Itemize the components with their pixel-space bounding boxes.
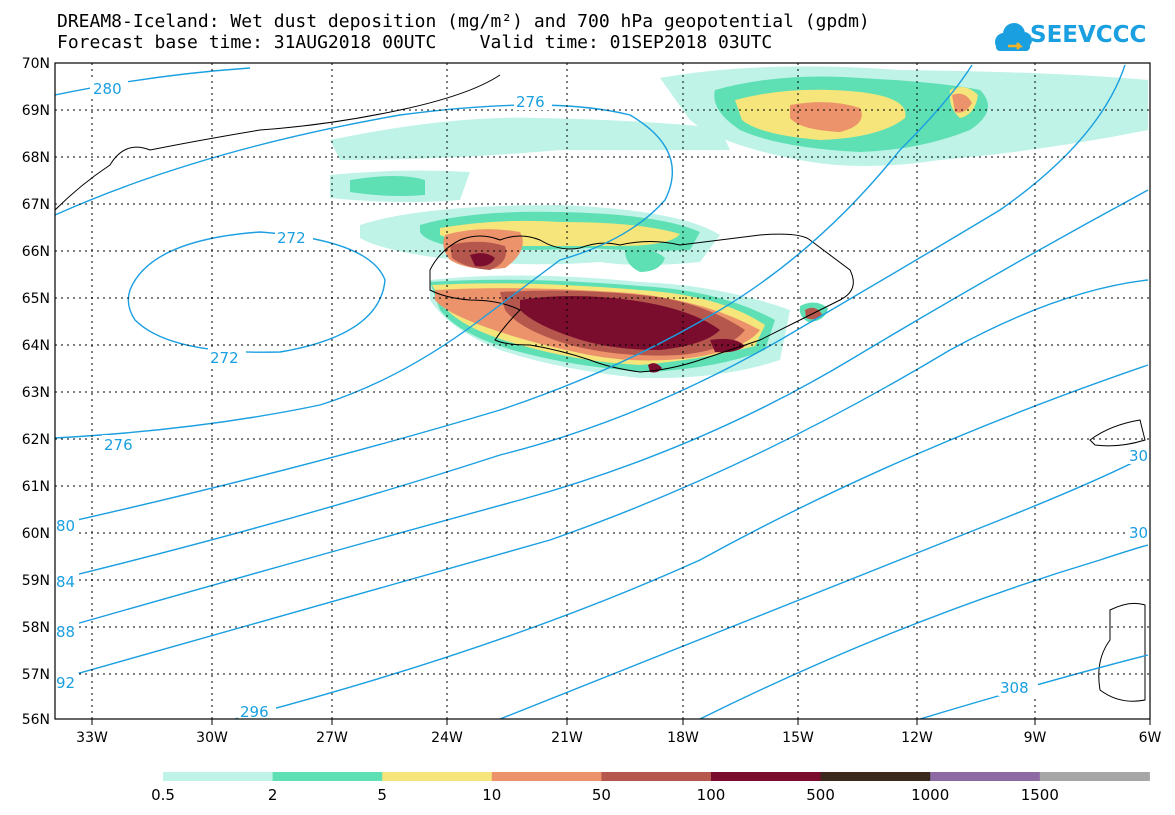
map-title-line1: DREAM8-Iceland: Wet dust deposition (mg/… xyxy=(57,11,870,32)
lat-label: 68N xyxy=(22,150,50,166)
contour-label: 92 xyxy=(56,674,75,692)
colorbar-label: 5 xyxy=(377,786,387,804)
contour-label: 276 xyxy=(516,93,545,111)
lat-label: 61N xyxy=(22,479,50,495)
logo-text: SEEVCCC xyxy=(1030,22,1147,48)
map-title-line2: Forecast base time: 31AUG2018 00UTC Vali… xyxy=(57,32,773,53)
lat-label: 70N xyxy=(22,56,50,72)
contour-label: 30 xyxy=(1129,524,1148,542)
lon-label: 27W xyxy=(316,730,348,746)
contour-label: 276 xyxy=(104,436,133,454)
lon-label: 12W xyxy=(901,730,933,746)
colorbar-label: 1500 xyxy=(1021,786,1059,804)
lon-label: 24W xyxy=(431,730,463,746)
longitude-labels: 33W 30W 27W 24W 21W 18W 15W 12W 9W 6W xyxy=(76,730,1161,746)
lat-label: 65N xyxy=(22,291,50,307)
lon-label: 6W xyxy=(1139,730,1162,746)
lat-label: 62N xyxy=(22,432,50,448)
contour-label: 84 xyxy=(56,573,75,591)
lon-label: 21W xyxy=(551,730,583,746)
lat-label: 60N xyxy=(22,526,50,542)
lat-label: 57N xyxy=(22,667,50,683)
contour-labels: 280 276 272 272 276 80 84 88 92 296 30 3… xyxy=(55,79,1150,721)
cloud-logo-icon xyxy=(995,23,1032,51)
lat-label: 63N xyxy=(22,385,50,401)
contour-label: 272 xyxy=(210,349,239,367)
colorbar-label: 1000 xyxy=(911,786,949,804)
colorbar-label: 2 xyxy=(268,786,278,804)
lat-label: 64N xyxy=(22,338,50,354)
lat-label: 59N xyxy=(22,573,50,589)
colorbar-label: 500 xyxy=(806,786,835,804)
colorbar-swatch xyxy=(272,772,383,781)
lon-label: 9W xyxy=(1024,730,1047,746)
colorbar-swatch xyxy=(711,772,822,781)
lat-label: 56N xyxy=(22,712,50,728)
colorbar-swatch xyxy=(382,772,493,781)
contour-label: 272 xyxy=(277,229,306,247)
lon-label: 15W xyxy=(782,730,814,746)
contour-label: 88 xyxy=(56,623,75,641)
coastlines xyxy=(55,74,1146,702)
colorbar-label: 50 xyxy=(592,786,611,804)
lat-label: 67N xyxy=(22,197,50,213)
colorbar-label: 0.5 xyxy=(151,786,175,804)
axis-ticks xyxy=(91,719,1151,725)
plot-area xyxy=(55,63,1150,719)
plot-frame xyxy=(54,62,1151,720)
colorbar-label: 100 xyxy=(697,786,726,804)
colorbar-swatch xyxy=(163,772,274,781)
lat-label: 66N xyxy=(22,244,50,260)
colorbar-swatch xyxy=(930,772,1041,781)
colorbar-swatch xyxy=(491,772,602,781)
contour-label: 30 xyxy=(1129,447,1148,465)
dust-deposition-shading xyxy=(330,66,1148,379)
contour-label: 280 xyxy=(93,80,122,98)
map-grid xyxy=(55,63,1150,719)
latitude-labels: 70N 69N 68N 67N 66N 65N 64N 63N 62N 61N … xyxy=(22,56,50,728)
lon-label: 33W xyxy=(76,730,108,746)
lat-label: 69N xyxy=(22,103,50,119)
colorbar-swatch xyxy=(601,772,712,781)
colorbar-swatch xyxy=(1039,772,1150,781)
lon-label: 18W xyxy=(667,730,699,746)
contour-label: 80 xyxy=(56,517,75,535)
colorbar-label: 10 xyxy=(482,786,501,804)
lon-label: 30W xyxy=(196,730,228,746)
contour-label: 296 xyxy=(240,703,269,721)
lat-label: 58N xyxy=(22,620,50,636)
colorbar: 0.5 2 5 10 50 100 500 1000 1500 xyxy=(151,772,1150,804)
contour-label: 308 xyxy=(1000,679,1029,697)
colorbar-swatch xyxy=(820,772,931,781)
